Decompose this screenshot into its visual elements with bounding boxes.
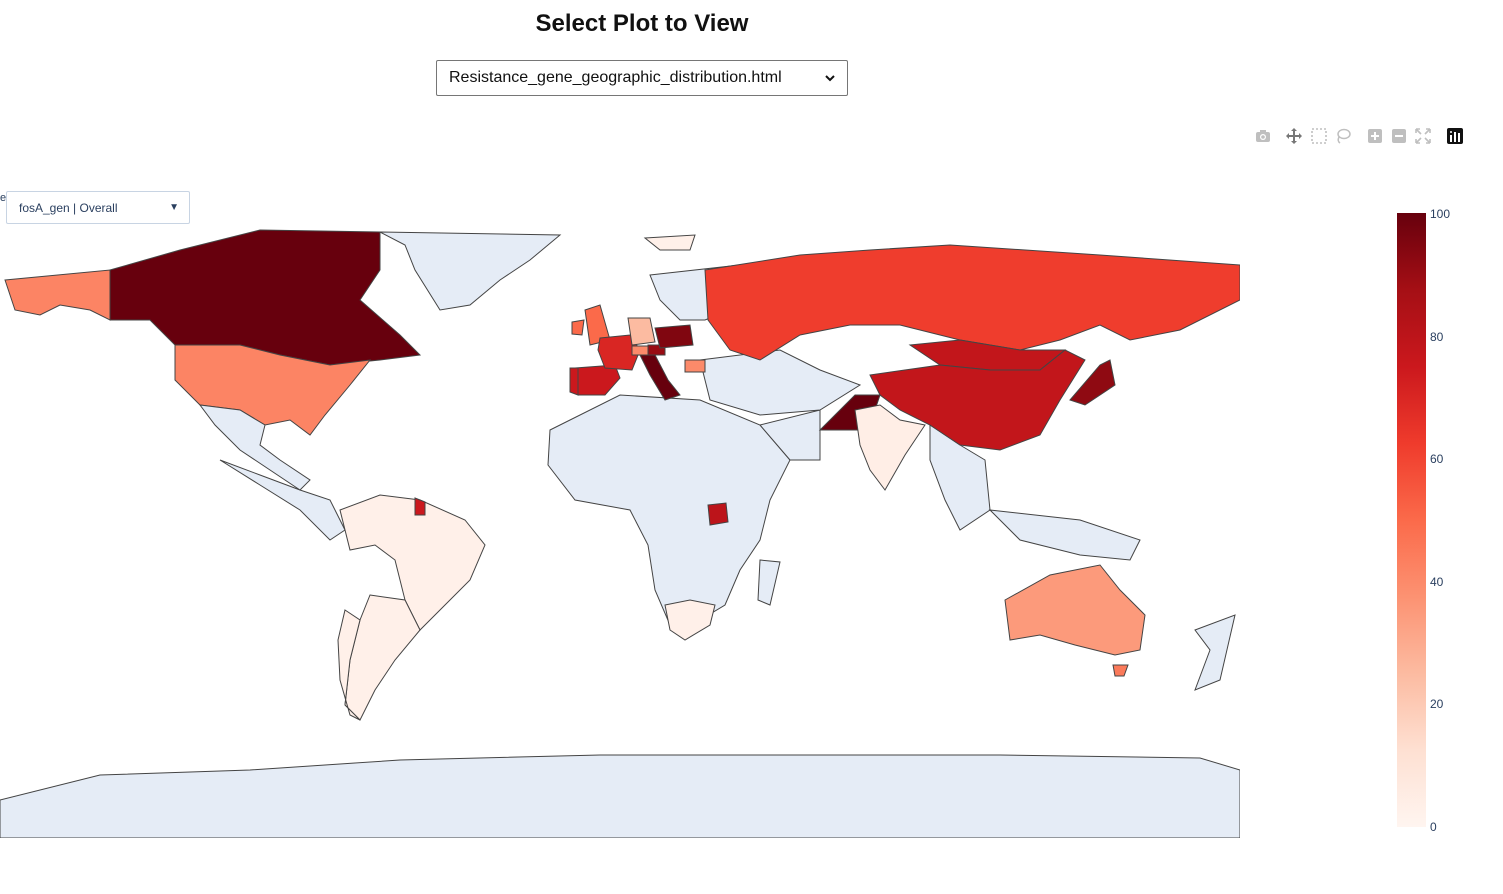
gene-dropdown[interactable]: fosA_gen | Overall ▼ <box>6 191 190 224</box>
colorbar <box>1397 213 1426 827</box>
land-region-0 <box>547 394 791 626</box>
lasso-select-icon[interactable] <box>1334 127 1352 145</box>
pan-icon[interactable] <box>1285 127 1303 145</box>
country-india[interactable] <box>854 404 926 491</box>
camera-icon[interactable] <box>1254 127 1272 145</box>
country-chile[interactable] <box>337 609 361 721</box>
country-svalbard[interactable] <box>643 234 696 251</box>
map-canvas <box>0 210 1240 838</box>
dropdown-cut-label: e: <box>0 192 10 204</box>
country-ireland[interactable] <box>571 319 585 336</box>
country-south-africa[interactable] <box>664 599 716 641</box>
colorbar-tick: 40 <box>1430 574 1444 589</box>
country-bulgaria[interactable] <box>684 359 706 373</box>
country-france[interactable] <box>597 334 641 371</box>
world-map[interactable] <box>0 210 1240 838</box>
country-china[interactable] <box>869 349 1086 451</box>
country-canada[interactable] <box>109 229 422 366</box>
chevron-down-icon <box>825 75 835 82</box>
land-region-6 <box>757 559 781 606</box>
country-italy[interactable] <box>639 354 681 401</box>
plot-select[interactable]: Resistance_gene_geographic_distribution.… <box>436 60 848 96</box>
box-select-icon[interactable] <box>1310 127 1328 145</box>
page-title: Select Plot to View <box>535 10 749 37</box>
zoom-in-icon[interactable] <box>1366 127 1384 145</box>
dropdown-arrow-icon: ▼ <box>169 202 179 213</box>
colorbar-tick: 20 <box>1430 697 1444 712</box>
land-region-7 <box>1194 614 1236 691</box>
zoom-out-icon[interactable] <box>1390 127 1408 145</box>
gene-dropdown-value: fosA_gen | Overall <box>19 200 118 215</box>
plot-select-value: Resistance_gene_geographic_distribution.… <box>449 69 782 86</box>
country-uganda[interactable] <box>707 502 729 526</box>
country-japan[interactable] <box>1069 359 1116 406</box>
colorbar-tick: 0 <box>1430 820 1437 834</box>
country-mexico[interactable] <box>198 404 311 491</box>
country-germany[interactable] <box>627 317 656 346</box>
country-antarctica[interactable] <box>0 754 1240 838</box>
country-russia[interactable] <box>704 244 1240 361</box>
country-hungary[interactable] <box>654 324 694 349</box>
country-greenland[interactable] <box>379 231 562 311</box>
colorbar-tick: 100 <box>1430 207 1451 221</box>
plotly-logo-icon[interactable] <box>1446 127 1464 145</box>
colorbar-tick: 80 <box>1430 329 1444 344</box>
country-tasmania[interactable] <box>1112 664 1129 677</box>
country-brazil[interactable] <box>339 494 486 631</box>
land-region-4 <box>988 509 1141 561</box>
country-switzerland[interactable] <box>631 345 649 356</box>
country-french-guiana[interactable] <box>414 497 426 516</box>
reset-view-icon[interactable] <box>1414 127 1432 145</box>
country-australia[interactable] <box>1004 564 1146 656</box>
country-portugal[interactable] <box>569 367 579 396</box>
land-region-2 <box>699 349 862 416</box>
land-region-3 <box>929 424 991 531</box>
land-region-1 <box>759 409 821 461</box>
colorbar-tick: 60 <box>1430 452 1444 467</box>
